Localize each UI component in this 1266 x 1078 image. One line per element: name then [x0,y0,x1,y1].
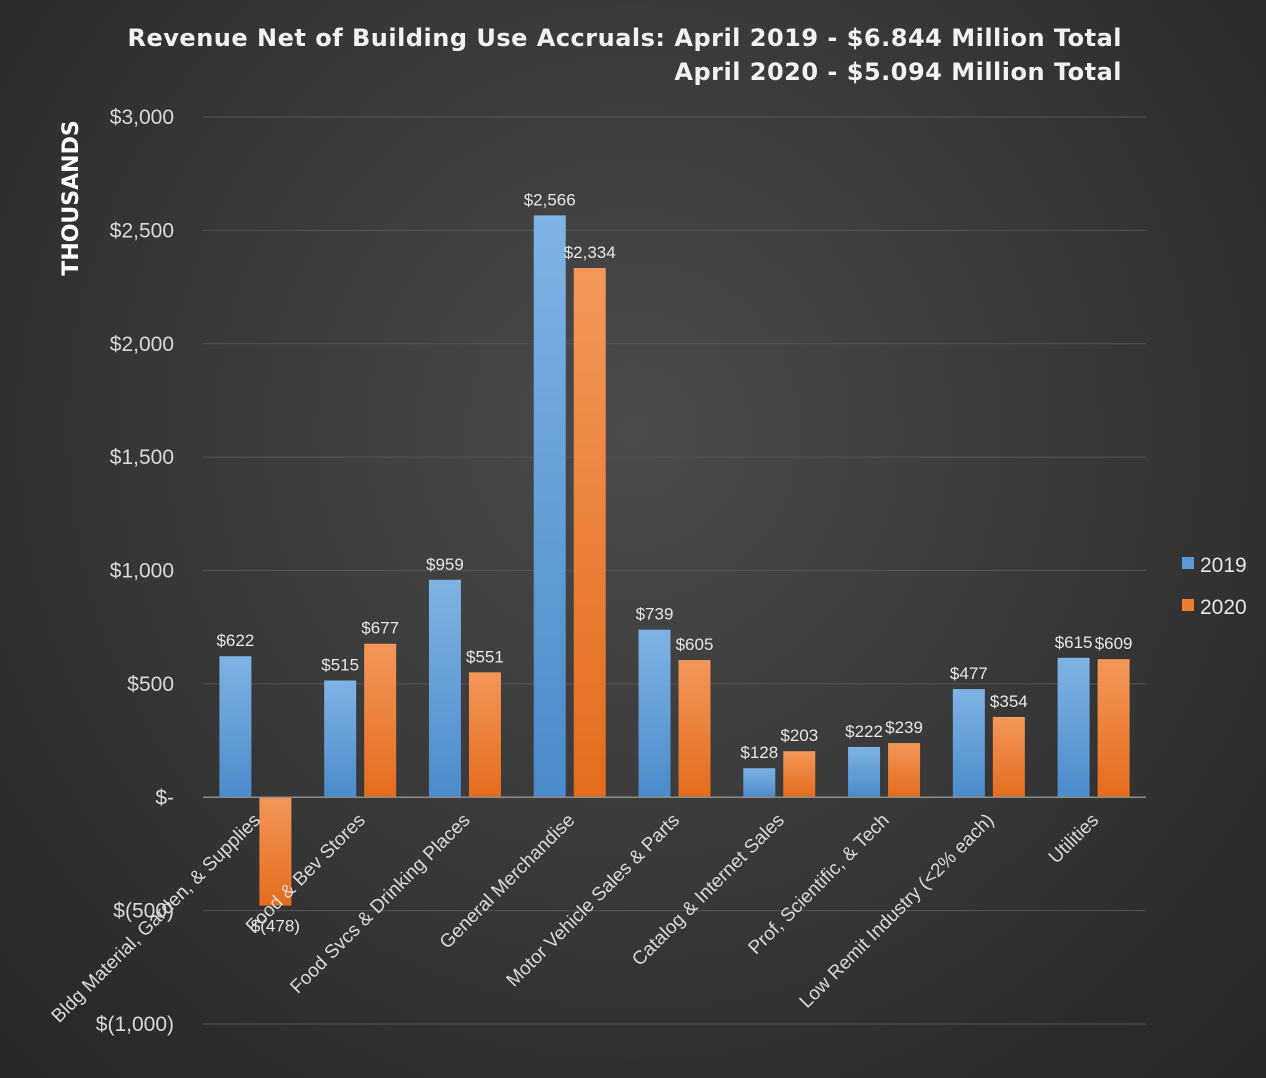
y-tick-label: $500 [127,673,174,696]
y-tick-label: $(500) [113,900,174,923]
data-label-2020-food-bev-stores: $677 [361,619,399,638]
data-label-2020-utilities: $609 [1095,634,1133,653]
x-tick-label-bldg-material-garden-supplies: Bldg Material, Garden, & Supplies [48,810,265,1027]
data-label-2019-food-bev-stores: $515 [321,655,359,674]
bar-2020-food-svcs-drinking-places [468,672,501,798]
legend-label-2020: 2020 [1200,596,1247,619]
bars [219,215,1130,906]
data-label-2019-motor-vehicle-sales-parts: $739 [636,605,674,624]
legend-swatch-2019 [1182,557,1194,569]
data-label-2019-general-merchandise: $2,566 [524,190,576,209]
bar-2020-prof-scientific-tech [888,743,921,798]
data-label-2020-bldg-material-garden-supplies: $(478) [251,917,300,936]
bar-2020-food-bev-stores [364,643,397,798]
data-label-2020-motor-vehicle-sales-parts: $605 [676,635,714,654]
data-label-2019-low-remit-industry-2-each: $477 [950,664,988,683]
x-tick-label-utilities: Utilities [1045,810,1103,868]
bar-2020-utilities [1097,659,1130,798]
bar-2019-utilities [1057,657,1090,798]
bar-2020-low-remit-industry-2-each [992,716,1025,798]
bar-2019-catalog-internet-sales [743,768,776,798]
bar-2019-food-svcs-drinking-places [428,579,461,798]
y-tick-label: $1,500 [110,446,174,469]
data-label-2019-utilities: $615 [1055,633,1093,652]
bar-2020-catalog-internet-sales [783,751,816,798]
data-label-2019-food-svcs-drinking-places: $959 [426,555,464,574]
legend-label-2019: 2019 [1200,554,1247,577]
bar-2019-motor-vehicle-sales-parts [638,629,671,798]
y-tick-label: $(1,000) [96,1013,174,1036]
bar-2019-prof-scientific-tech [848,746,881,798]
bar-2019-food-bev-stores [324,680,357,798]
data-label-2020-prof-scientific-tech: $239 [885,718,923,737]
data-label-2019-bldg-material-garden-supplies: $622 [216,631,254,650]
bar-2020-motor-vehicle-sales-parts [678,660,711,798]
x-tick-label-motor-vehicle-sales-parts: Motor Vehicle Sales & Parts [503,810,684,991]
bar-2019-low-remit-industry-2-each [952,689,985,798]
data-label-2020-general-merchandise: $2,334 [564,243,616,262]
data-label-2020-food-svcs-drinking-places: $551 [466,647,504,666]
data-label-2020-catalog-internet-sales: $203 [780,726,818,745]
data-labels: $622 $(478) $515$677 $959 $551 $2,566 $2,334 $7… [216,190,1132,935]
y-tick-label: $- [155,786,174,809]
legend: 2019 2020 [1182,554,1247,619]
y-tick-label: $1,000 [110,560,174,583]
y-tick-label: $2,000 [110,333,174,356]
y-axis-label: THOUSANDS [59,120,84,275]
chart-title: Revenue Net of Building Use Accruals: Ap… [128,24,1122,52]
y-tick-label: $3,000 [110,106,174,129]
bar-2019-general-merchandise [533,215,566,798]
bar-2019-bldg-material-garden-supplies [219,656,252,798]
data-label-2019-catalog-internet-sales: $128 [740,743,778,762]
y-axis-ticks: $(1,000) $(500) $- $500 $1,000 $1,500 $2,000 $2… [96,106,174,1036]
bar-2020-general-merchandise [573,268,606,798]
data-label-2020-low-remit-industry-2-each: $354 [990,692,1028,711]
data-label-2019-prof-scientific-tech: $222 [845,722,883,741]
x-tick-label-food-svcs-drinking-places: Food Svcs & Drinking Places [286,810,474,998]
chart-subtitle: April 2020 - $5.094 Million Total [674,58,1122,86]
legend-swatch-2020 [1182,599,1194,611]
y-tick-label: $2,500 [110,219,174,242]
gridlines [203,116,1146,1025]
bar-2020-bldg-material-garden-supplies [259,797,292,906]
x-tick-label-low-remit-industry-2-each: Low Remit Industry (<2% each) [796,810,999,1013]
